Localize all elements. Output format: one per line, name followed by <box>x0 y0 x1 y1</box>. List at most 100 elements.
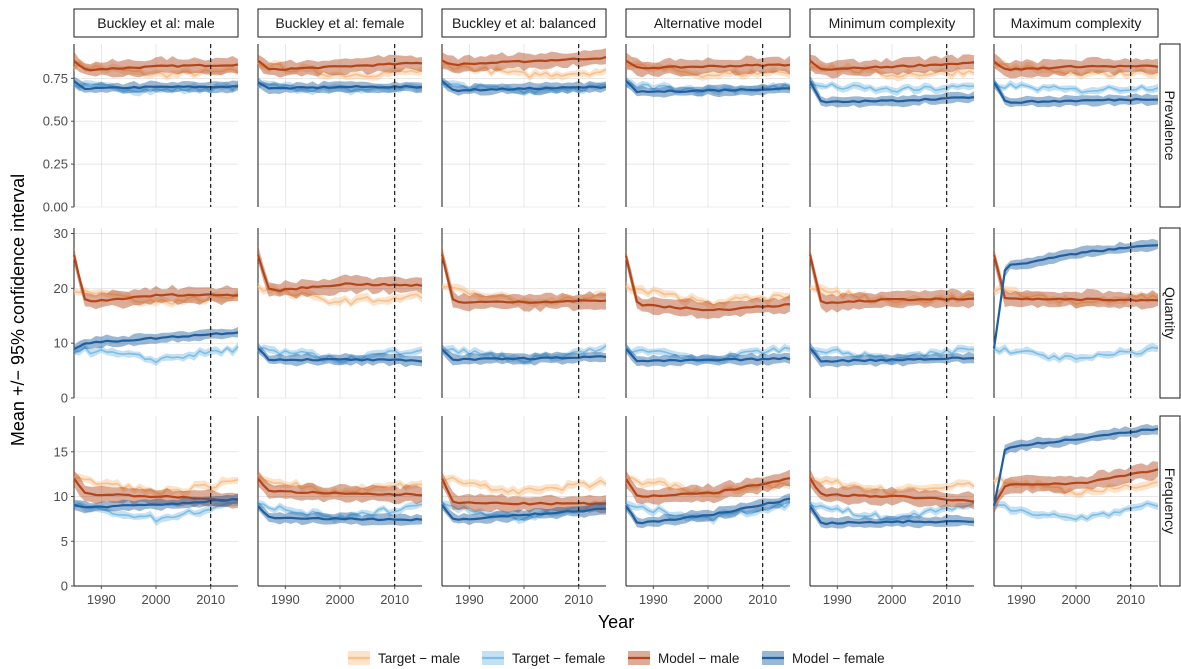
panel-maximum-complexity-prevalence <box>993 44 1159 208</box>
model-male-line <box>625 477 791 498</box>
row-strip-box <box>1159 227 1181 399</box>
x-tick-label: 2010 <box>380 592 409 607</box>
x-axis-label: Year <box>598 612 634 632</box>
model-male-ci-band <box>994 248 1158 310</box>
y-tick-label: 5 <box>61 534 68 549</box>
panel-alternative-model-prevalence <box>625 44 791 208</box>
model-male-ci-band <box>810 248 974 313</box>
model-male-ci-band <box>258 470 422 505</box>
y-tick-label: 10 <box>54 489 68 504</box>
model-male-line <box>809 59 975 71</box>
panel-buckley-et-al-balanced-quantity <box>440 228 607 399</box>
panel-buckley-et-al-female-frequency <box>257 416 423 587</box>
x-tick-label: 2010 <box>932 592 961 607</box>
panel-buckley-et-al-male-quantity <box>72 228 239 399</box>
legend-label-model_male: Model − male <box>658 651 739 666</box>
target-female-line <box>441 345 607 364</box>
panel-buckley-et-al-male-frequency <box>73 416 239 587</box>
model-male-ci-band <box>626 250 790 320</box>
x-tick-label: 2010 <box>748 592 777 607</box>
x-tick-label: 1990 <box>1007 592 1036 607</box>
target-female-ci-band <box>810 344 974 366</box>
strip-label-minimum-complexity: Minimum complexity <box>829 15 956 31</box>
legend-label-target_female: Target − female <box>512 651 605 666</box>
panel-minimum-complexity-prevalence <box>809 44 975 208</box>
model-female-ci-band <box>74 76 238 94</box>
target-male-ci-band <box>994 60 1158 80</box>
x-tick-label: 1990 <box>87 592 116 607</box>
target-male-ci-band <box>74 286 238 308</box>
panel-minimum-complexity-frequency <box>809 416 975 587</box>
model-female-line <box>625 348 791 363</box>
y-tick-label: 0 <box>61 579 68 594</box>
y-tick-label: 30 <box>54 226 68 241</box>
target-female-ci-band <box>994 500 1158 523</box>
model-male-ci-band <box>442 48 606 74</box>
y-tick-label: 15 <box>54 444 68 459</box>
target-male-ci-band <box>626 60 790 81</box>
strip-box <box>809 8 975 38</box>
target-female-ci-band <box>810 79 974 96</box>
target-female-line <box>73 345 239 364</box>
model-female-ci-band <box>442 344 606 366</box>
model-male-line <box>73 477 239 502</box>
target-female-line <box>73 82 239 93</box>
strip-label-alternative-model: Alternative model <box>654 15 762 31</box>
panel-buckley-et-al-female-quantity <box>256 228 423 399</box>
x-tick-label: 2000 <box>510 592 539 607</box>
strip-box <box>73 8 239 38</box>
strip-box <box>625 8 791 38</box>
strip-box <box>441 8 607 38</box>
row-strip-label-quantity: Quantity <box>1162 287 1178 339</box>
x-tick-label: 2000 <box>326 592 355 607</box>
model-female-line <box>257 505 423 522</box>
panel-maximum-complexity-quantity <box>992 228 1159 399</box>
y-tick-label: 0.25 <box>43 157 68 172</box>
strip-label-buckley-et-al-balanced: Buckley et al: balanced <box>452 15 596 31</box>
target-female-ci-band <box>442 343 606 366</box>
model-male-ci-band <box>994 461 1158 515</box>
panel-alternative-model-quantity <box>624 228 791 399</box>
row-strip-box <box>1159 415 1181 587</box>
model-female-line <box>809 347 975 363</box>
panel-minimum-complexity-quantity <box>808 228 975 399</box>
row-strips: Prevalence Quantity Frequency <box>1159 43 1181 587</box>
y-tick-label: 0 <box>61 391 68 406</box>
panel-buckley-et-al-balanced-prevalence <box>441 44 607 208</box>
legend-label-target_male: Target − male <box>378 651 460 666</box>
y-axis-ticks: 0.00 0.25 0.50 0.75 0 10 20 30 0 5 10 15 <box>43 71 74 594</box>
target-female-ci-band <box>626 343 790 365</box>
panel-buckley-et-al-male-prevalence <box>73 44 239 208</box>
strip-label-maximum-complexity: Maximum complexity <box>1011 15 1142 31</box>
model-female-ci-band <box>74 326 238 355</box>
x-tick-label: 1990 <box>455 592 484 607</box>
row-strip-label-frequency: Frequency <box>1162 468 1178 534</box>
strip-label-buckley-et-al-female: Buckley et al: female <box>275 15 404 31</box>
x-tick-label: 2000 <box>694 592 723 607</box>
model-female-line <box>992 244 1159 349</box>
y-tick-label: 0.75 <box>43 71 68 86</box>
y-tick-label: 0.50 <box>43 114 68 129</box>
target-male-line <box>625 285 791 306</box>
y-tick-label: 10 <box>54 336 68 351</box>
target-male-line <box>257 62 423 78</box>
x-tick-label: 2010 <box>564 592 593 607</box>
model-female-line <box>809 80 975 104</box>
model-male-line <box>809 477 975 503</box>
model-male-ci-band <box>442 246 606 313</box>
target-female-ci-band <box>258 344 422 365</box>
model-female-ci-band <box>994 238 1158 355</box>
legend-label-model_female: Model − female <box>792 651 885 666</box>
target-male-ci-band <box>442 474 606 499</box>
target-female-line <box>993 82 1159 94</box>
x-tick-label: 2000 <box>878 592 907 607</box>
model-female-line <box>625 497 791 525</box>
model-male-ci-band <box>74 247 238 310</box>
model-female-ci-band <box>994 424 1158 511</box>
panel-buckley-et-al-female-prevalence <box>257 44 423 208</box>
panel-maximum-complexity-frequency <box>992 416 1159 587</box>
strip-box <box>257 8 423 38</box>
x-tick-label: 2000 <box>1062 592 1091 607</box>
target-male-ci-band <box>994 473 1158 499</box>
